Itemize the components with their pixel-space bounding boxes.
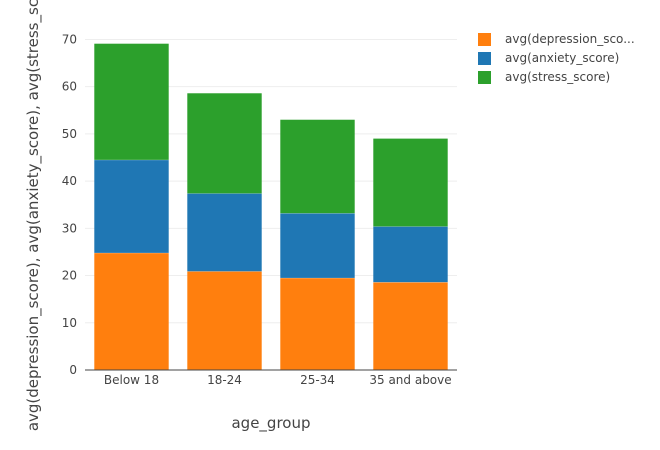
- y-tick-label: 20: [62, 269, 77, 283]
- x-tick-label: 35 and above: [369, 373, 451, 387]
- legend-swatch: [478, 71, 491, 84]
- legend-item[interactable]: avg(depression_sco...: [478, 32, 635, 46]
- y-axis-title: avg(depression_score), avg(anxiety_score…: [24, 0, 43, 431]
- legend-item[interactable]: avg(anxiety_score): [478, 51, 619, 65]
- x-tick-label: 25-34: [300, 373, 335, 387]
- bar-segment[interactable]: [94, 252, 169, 370]
- y-tick-label: 40: [62, 174, 77, 188]
- bar-segment[interactable]: [373, 138, 448, 227]
- bar-segment[interactable]: [373, 226, 448, 283]
- legend-label: avg(anxiety_score): [505, 51, 619, 65]
- legend-label: avg(depression_sco...: [505, 32, 635, 46]
- x-tick-label: Below 18: [104, 373, 159, 387]
- legend[interactable]: avg(depression_sco... avg(anxiety_score)a…: [478, 32, 635, 84]
- y-tick-label: 70: [62, 32, 77, 46]
- bar-segment[interactable]: [187, 193, 262, 272]
- y-tick-labels: 0 10 20 30 40 50 60 70: [62, 32, 77, 377]
- x-tick-labels: Below 18 18-24 25-34 35 and above: [104, 373, 452, 387]
- bar-segment[interactable]: [280, 119, 355, 214]
- x-tick-label: 18-24: [207, 373, 242, 387]
- bar-segment[interactable]: [280, 277, 355, 370]
- bars: [94, 43, 448, 370]
- bar-segment[interactable]: [94, 43, 169, 160]
- y-tick-label: 60: [62, 80, 77, 94]
- legend-swatch: [478, 33, 491, 46]
- y-tick-label: 10: [62, 316, 77, 330]
- legend-swatch: [478, 52, 491, 65]
- bar-segment[interactable]: [187, 271, 262, 370]
- y-tick-label: 30: [62, 221, 77, 235]
- y-tick-label: 0: [69, 363, 77, 377]
- bar-segment[interactable]: [280, 213, 355, 278]
- legend-item[interactable]: avg(stress_score): [478, 70, 610, 84]
- x-axis-title: age_group: [231, 414, 310, 433]
- legend-label: avg(stress_score): [505, 70, 610, 84]
- bar-segment[interactable]: [187, 93, 262, 194]
- y-tick-label: 50: [62, 127, 77, 141]
- bar-segment[interactable]: [94, 159, 169, 253]
- bar-segment[interactable]: [373, 282, 448, 370]
